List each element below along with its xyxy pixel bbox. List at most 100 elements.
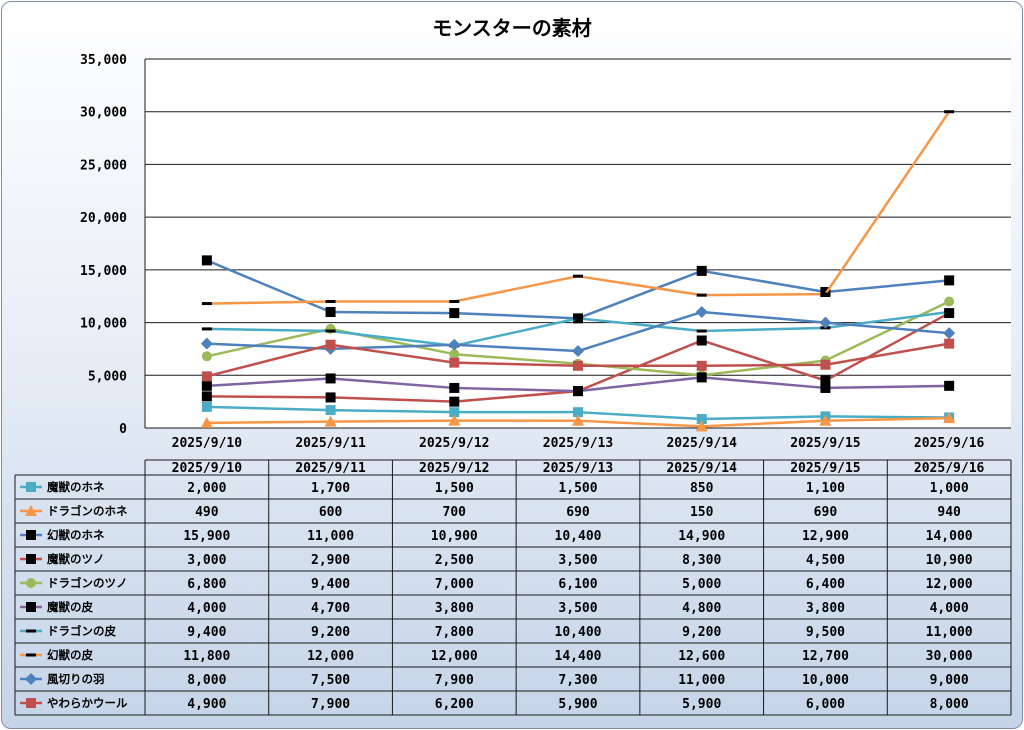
legend-key bbox=[20, 602, 42, 612]
data-point bbox=[200, 337, 213, 350]
data-point bbox=[324, 415, 337, 427]
series-name: 幻獣の皮 bbox=[47, 648, 93, 662]
table-cell: 4,000 bbox=[187, 601, 226, 616]
table-cell: 600 bbox=[319, 505, 343, 520]
table-cell: 6,400 bbox=[806, 577, 845, 592]
table-header-cell: 2025/9/13 bbox=[543, 461, 613, 476]
data-point bbox=[696, 335, 707, 346]
table-cell: 30,000 bbox=[926, 649, 973, 664]
table-cell: 12,000 bbox=[307, 649, 354, 664]
table-cell: 11,000 bbox=[307, 529, 354, 544]
data-point bbox=[201, 380, 212, 391]
table-cell: 8,000 bbox=[930, 697, 969, 712]
data-point bbox=[449, 299, 460, 303]
series-name: やわらかウール bbox=[47, 696, 128, 710]
data-point bbox=[25, 505, 37, 516]
table-cell: 9,200 bbox=[682, 625, 721, 640]
table-cell: 5,000 bbox=[682, 577, 721, 592]
data-point bbox=[944, 110, 955, 114]
data-point bbox=[449, 308, 460, 319]
data-point bbox=[572, 414, 584, 426]
data-point bbox=[25, 673, 37, 685]
table-cell: 6,200 bbox=[435, 697, 474, 712]
table-cell: 4,500 bbox=[806, 553, 845, 568]
data-point bbox=[820, 375, 831, 386]
data-point bbox=[26, 653, 36, 657]
table-cell: 850 bbox=[690, 481, 714, 496]
table-cell: 4,800 bbox=[682, 601, 721, 616]
table-cell: 12,000 bbox=[926, 577, 973, 592]
data-point bbox=[200, 416, 213, 428]
data-point bbox=[819, 414, 832, 426]
table-cell: 8,300 bbox=[682, 553, 721, 568]
table-cell: 1,500 bbox=[435, 481, 474, 496]
data-point bbox=[448, 414, 461, 426]
table-cell: 4,900 bbox=[187, 697, 226, 712]
table-cell: 2,900 bbox=[311, 553, 350, 568]
table-row: ドラゴンのホネ 490 600 700 690 150 690 940 bbox=[20, 504, 961, 520]
table-cell: 2,500 bbox=[435, 553, 474, 568]
y-tick-label: 25,000 bbox=[80, 158, 127, 173]
table-cell: 690 bbox=[814, 505, 838, 520]
data-point bbox=[573, 360, 583, 371]
legend-key bbox=[20, 673, 42, 685]
table-row: 幻獣の皮 11,800 12,000 12,000 14,400 12,600 12,700… bbox=[20, 648, 973, 664]
table-cell: 9,400 bbox=[187, 625, 226, 640]
series-name: 魔獣の皮 bbox=[47, 600, 93, 614]
data-point bbox=[449, 382, 460, 393]
data-point bbox=[819, 316, 832, 329]
data-point bbox=[201, 401, 212, 412]
data-point bbox=[325, 392, 336, 403]
data-point bbox=[944, 338, 955, 349]
data-point bbox=[820, 359, 831, 370]
gridlines bbox=[145, 58, 1011, 428]
data-point bbox=[944, 296, 955, 307]
series-name: 幻獣のホネ bbox=[47, 528, 105, 542]
y-tick-label: 20,000 bbox=[80, 211, 127, 226]
data-point bbox=[201, 255, 212, 266]
data-point bbox=[26, 554, 36, 564]
table-cell: 7,900 bbox=[311, 697, 350, 712]
series-lines bbox=[200, 110, 956, 432]
table-header-cell: 2025/9/14 bbox=[666, 461, 737, 476]
table-cell: 3,500 bbox=[558, 601, 597, 616]
x-tick-label: 2025/9/16 bbox=[914, 436, 985, 451]
x-tick-label: 2025/9/11 bbox=[295, 436, 366, 451]
table-cell: 690 bbox=[566, 505, 590, 520]
series-2 bbox=[200, 412, 956, 432]
data-point bbox=[820, 292, 831, 296]
data-point bbox=[201, 391, 212, 402]
table-row: 魔獣のツノ 3,000 2,900 2,500 3,500 8,300 4,500 10,90… bbox=[20, 552, 973, 568]
table-row: やわらかウール 4,900 7,900 6,200 5,900 5,900 6,000 8,0… bbox=[20, 696, 969, 712]
data-point bbox=[325, 299, 336, 303]
table-cell: 1,500 bbox=[558, 481, 597, 496]
table-cell: 150 bbox=[690, 505, 714, 520]
plot-area bbox=[145, 59, 1011, 428]
data-point bbox=[449, 396, 460, 407]
chart-title: モンスターの素材 bbox=[432, 16, 592, 40]
table-cell: 490 bbox=[195, 505, 219, 520]
data-point bbox=[325, 373, 336, 384]
table-cell: 5,900 bbox=[682, 697, 721, 712]
data-point bbox=[448, 338, 461, 351]
table-cell: 9,400 bbox=[311, 577, 350, 592]
table-cell: 9,000 bbox=[930, 673, 969, 688]
y-axis: 0 5,000 10,000 15,000 20,000 25,000 30,000 35,0… bbox=[80, 53, 146, 437]
x-tick-label: 2025/9/12 bbox=[419, 436, 489, 451]
data-point bbox=[201, 351, 212, 362]
legend-key bbox=[20, 698, 42, 708]
series-10 bbox=[201, 338, 955, 382]
data-point bbox=[449, 357, 460, 368]
legend-key bbox=[20, 554, 42, 564]
table-row: 風切りの羽 8,000 7,500 7,900 7,300 11,000 10,000 9,0… bbox=[20, 672, 969, 688]
series-8 bbox=[201, 110, 955, 306]
table-cell: 1,700 bbox=[311, 481, 350, 496]
table-cell: 7,800 bbox=[435, 625, 474, 640]
legend-key bbox=[20, 629, 42, 633]
data-point bbox=[26, 578, 36, 588]
table-cell: 9,200 bbox=[311, 625, 350, 640]
table-cell: 10,000 bbox=[802, 673, 849, 688]
table-cell: 7,300 bbox=[558, 673, 597, 688]
table-cell: 4,700 bbox=[311, 601, 350, 616]
